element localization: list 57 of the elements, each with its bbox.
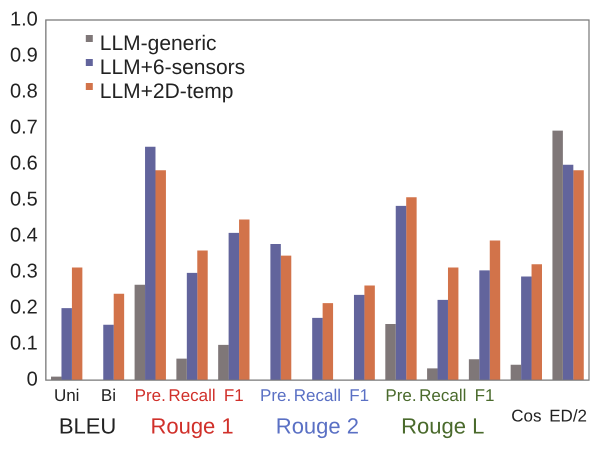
bar [197, 250, 208, 380]
bar [72, 267, 82, 380]
bar [155, 170, 166, 380]
y-tick-label: 0.5 [10, 188, 38, 211]
bar [438, 300, 448, 380]
x-tick-label: ED/2 [549, 406, 588, 426]
y-tick-label: 0.1 [10, 332, 38, 355]
bar [61, 308, 72, 380]
x-tick-label: Pre. [260, 386, 292, 406]
legend-label: LLM+2D-temp [100, 80, 234, 103]
y-tick-label: 0.8 [10, 80, 38, 103]
y-tick-label: 1.0 [10, 8, 38, 31]
legend-label: LLM-generic [100, 32, 217, 55]
bar [114, 294, 124, 380]
x-tick-label: Recall [294, 386, 342, 406]
bar [228, 232, 240, 380]
text: Rouge L [401, 413, 484, 438]
y-tick-label: 0 [26, 368, 38, 391]
x-tick-label: F1 [349, 386, 370, 406]
bar [532, 264, 542, 380]
x-tick-label: Bi [100, 386, 116, 406]
bar [103, 324, 114, 380]
bar [448, 267, 458, 380]
bar [406, 197, 417, 380]
bar [396, 206, 406, 380]
bar [364, 285, 375, 380]
bar [490, 240, 500, 380]
text: Rouge 2 [276, 413, 359, 438]
bar [562, 164, 574, 380]
x-tick-label: Cos [511, 406, 542, 426]
y-tick-label: 0.6 [10, 152, 38, 175]
x-tick-label: Pre. [385, 386, 417, 406]
bar [239, 220, 250, 380]
y-tick-label: 0.7 [10, 116, 38, 139]
bar [312, 318, 323, 380]
y-tick-label: 0.2 [10, 296, 38, 319]
text: BLEU [58, 413, 116, 438]
text: Rouge 1 [150, 413, 234, 438]
x-tick-label: Recall [419, 386, 466, 406]
bar [354, 294, 364, 380]
bar [186, 272, 198, 380]
bar [573, 170, 584, 380]
bar [280, 256, 292, 380]
bar [322, 303, 334, 380]
x-tick-label: F1 [474, 386, 494, 406]
bar [521, 276, 532, 380]
y-tick-label: 0.4 [10, 224, 38, 247]
bar [145, 146, 156, 380]
y-tick-label: 0.9 [10, 44, 38, 67]
bar [270, 244, 281, 380]
legend-label: LLM+6-sensors [100, 56, 246, 79]
x-tick-label: Pre. [134, 386, 166, 406]
bar [479, 270, 490, 380]
x-tick-label: Uni [54, 386, 80, 406]
y-tick-label: 0.3 [10, 260, 38, 283]
x-tick-label: F1 [224, 386, 244, 406]
x-tick-label: Recall [168, 386, 216, 406]
